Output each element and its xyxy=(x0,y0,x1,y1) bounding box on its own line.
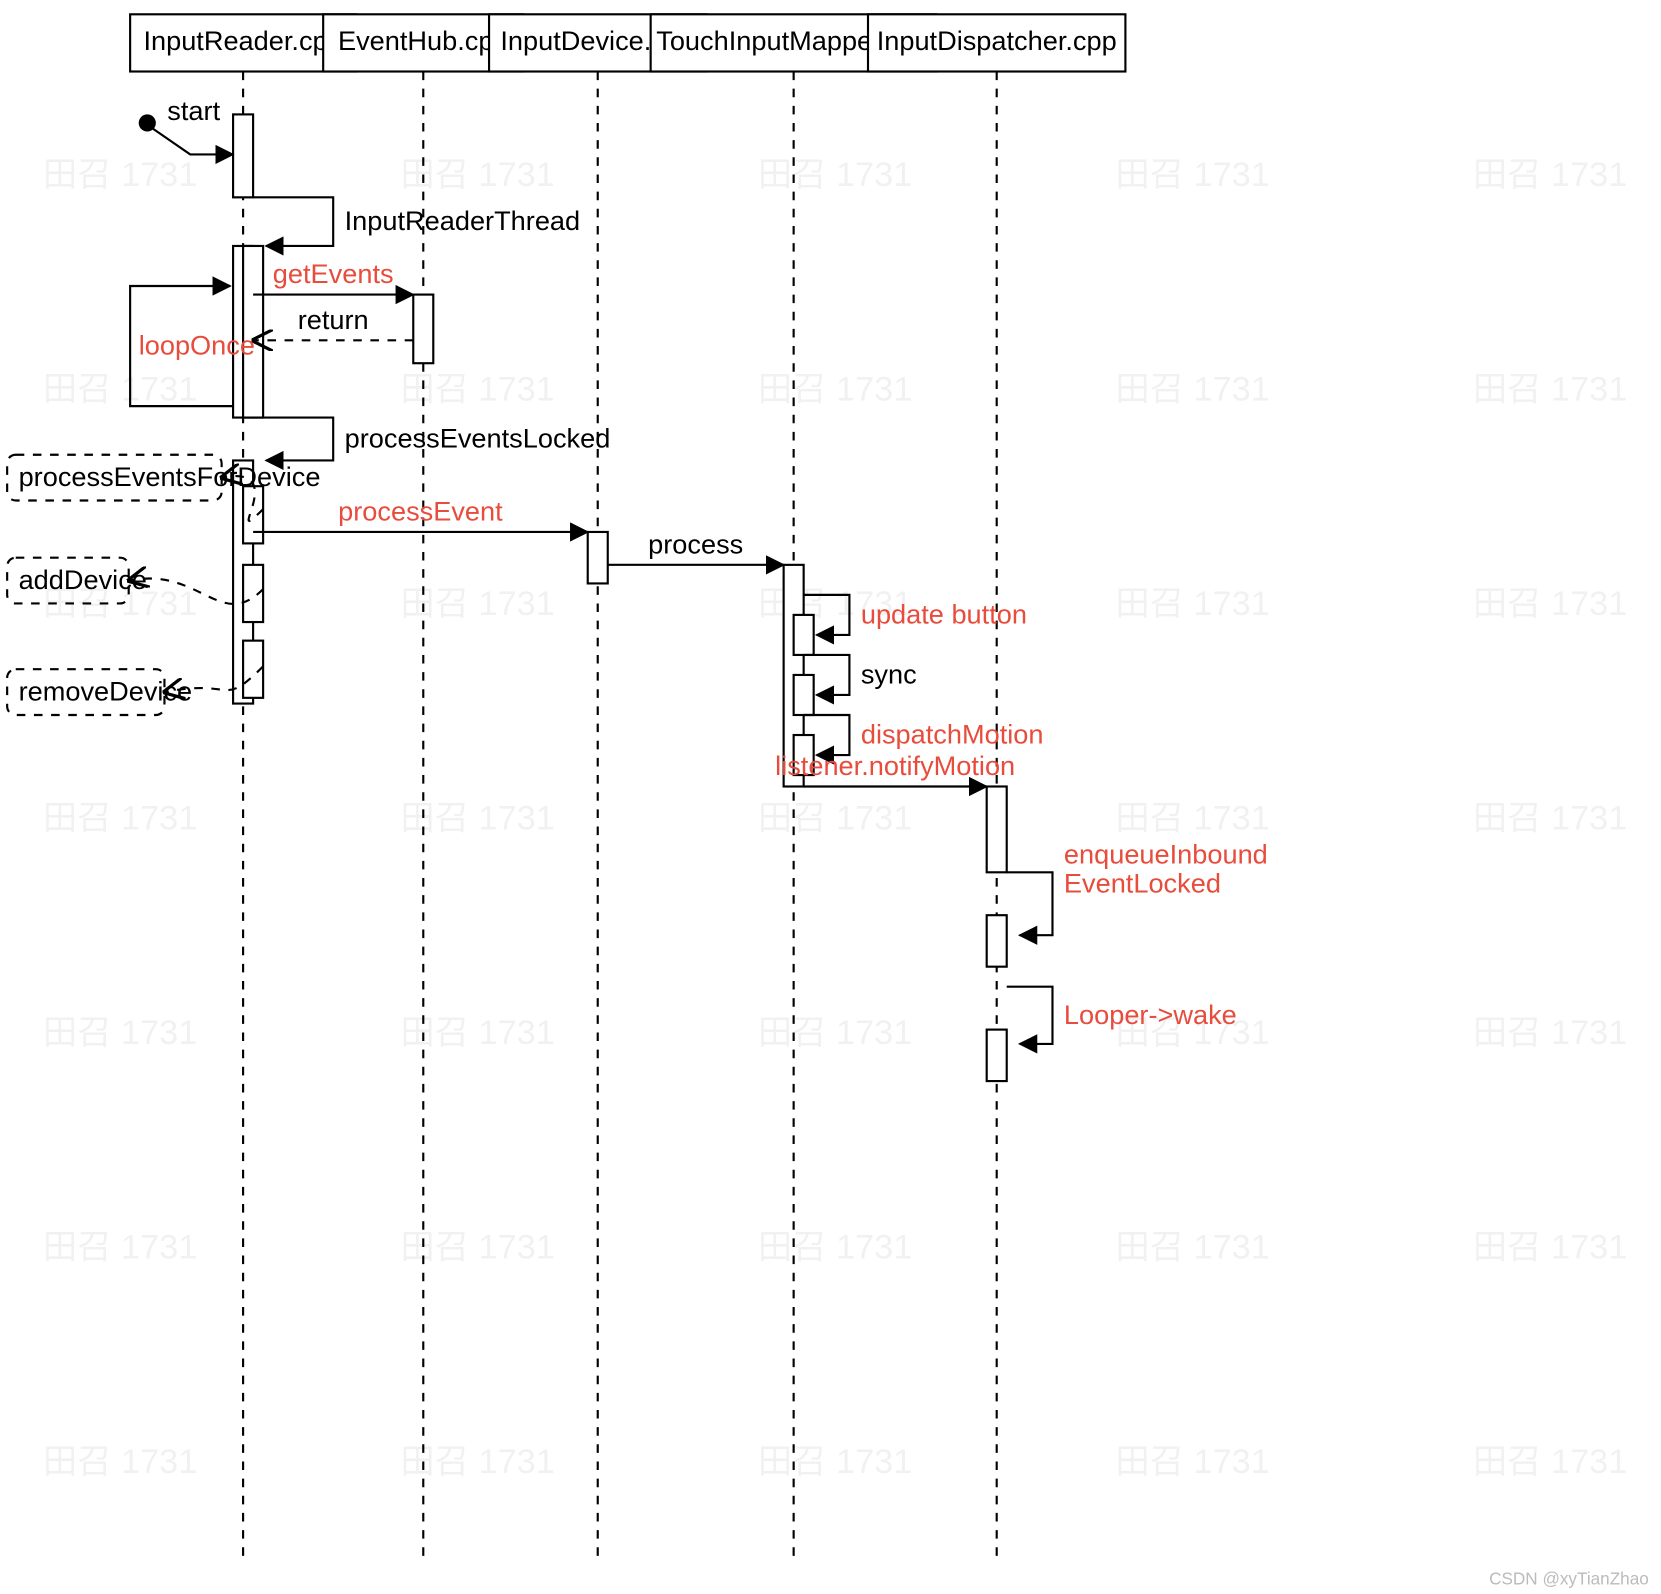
refbox-label-r_processEventsForDevice: processEventsForDevice xyxy=(19,461,321,492)
activation-touchmapper xyxy=(794,675,814,715)
watermark-text: 田召 1731 xyxy=(1473,156,1627,194)
watermark-text: 田召 1731 xyxy=(1115,1443,1269,1481)
m_sync-label: sync xyxy=(861,659,917,690)
m_dispatchmotion-label: dispatchMotion xyxy=(861,719,1044,750)
start-label: start xyxy=(167,95,220,126)
watermark-text: 田召 1731 xyxy=(1473,1443,1627,1481)
m_getevents-label: getEvents xyxy=(273,258,394,289)
activation-inputreader xyxy=(233,114,253,197)
watermark-layer: 田召 1731 田召 1731 田召 1731 田召 1731 田召 1731 田召 17… xyxy=(43,156,1627,1481)
watermark-text: 田召 1731 xyxy=(758,1228,912,1266)
m_enqueue-label: enqueueInboundEventLocked xyxy=(1064,839,1268,899)
lifeline-label-inputreader: InputReader.cpp xyxy=(143,25,342,56)
watermark-text: 田召 1731 xyxy=(1115,156,1269,194)
watermark-text: 田召 1731 xyxy=(758,1443,912,1481)
activation-dispatcher xyxy=(987,786,1007,872)
activation-touchmapper xyxy=(794,615,814,655)
watermark-text: 田召 1731 xyxy=(758,370,912,408)
m_looperwake xyxy=(1007,987,1053,1044)
activation-inputreader xyxy=(243,486,263,543)
m_enqueue xyxy=(1007,872,1053,935)
m_return-label: return xyxy=(298,304,369,335)
watermark-text: 田召 1731 xyxy=(43,1443,197,1481)
watermark-text: 田召 1731 xyxy=(1115,799,1269,837)
watermark-text: 田召 1731 xyxy=(1473,799,1627,837)
credit-text: CSDN @xyTianZhao xyxy=(1489,1568,1649,1588)
m_processevents xyxy=(253,418,333,461)
sequence-diagram: 田召 1731 田召 1731 田召 1731 田召 1731 田召 1731 田召 17… xyxy=(0,0,1660,1593)
m_notifymotion-label: listener.notifyMotion xyxy=(775,750,1015,781)
m_processevent-label: processEvent xyxy=(338,496,503,527)
m_process-label: process xyxy=(648,528,743,559)
watermark-text: 田召 1731 xyxy=(758,156,912,194)
watermark-text: 田召 1731 xyxy=(758,799,912,837)
m_inputreaderthread xyxy=(253,197,333,246)
watermark-text: 田召 1731 xyxy=(1115,1228,1269,1266)
lifeline-label-eventhub: EventHub.cpp xyxy=(338,25,509,56)
activation-dispatcher xyxy=(987,1030,1007,1081)
watermark-text: 田召 1731 xyxy=(758,1014,912,1052)
watermark-text: 田召 1731 xyxy=(43,1014,197,1052)
watermark-text: 田召 1731 xyxy=(43,370,197,408)
watermark-text: 田召 1731 xyxy=(1473,585,1627,623)
watermark-text: 田召 1731 xyxy=(43,156,197,194)
refbox-label-r_addDevice: addDevice xyxy=(19,564,147,595)
m_looponce-label: loopOnce xyxy=(139,330,255,361)
m_looperwake-label: Looper->wake xyxy=(1064,999,1237,1030)
activation-dispatcher xyxy=(987,915,1007,966)
m_inputreaderthread-label: InputReaderThread xyxy=(345,205,581,236)
lifeline-label-dispatcher: InputDispatcher.cpp xyxy=(877,25,1117,56)
watermark-text: 田召 1731 xyxy=(1115,585,1269,623)
start-arrow xyxy=(153,129,233,155)
watermark-text: 田召 1731 xyxy=(1473,1228,1627,1266)
watermark-text: 田召 1731 xyxy=(43,799,197,837)
m_updatebutton-label: update button xyxy=(861,598,1027,629)
activation-eventhub xyxy=(413,295,433,364)
watermark-text: 田召 1731 xyxy=(1473,1014,1627,1052)
watermark-text: 田召 1731 xyxy=(43,1228,197,1266)
activation-inputdevice xyxy=(588,532,608,583)
m_processevents-label: processEventsLocked xyxy=(345,423,611,454)
watermark-text: 田召 1731 xyxy=(1115,370,1269,408)
watermark-text: 田召 1731 xyxy=(1473,370,1627,408)
